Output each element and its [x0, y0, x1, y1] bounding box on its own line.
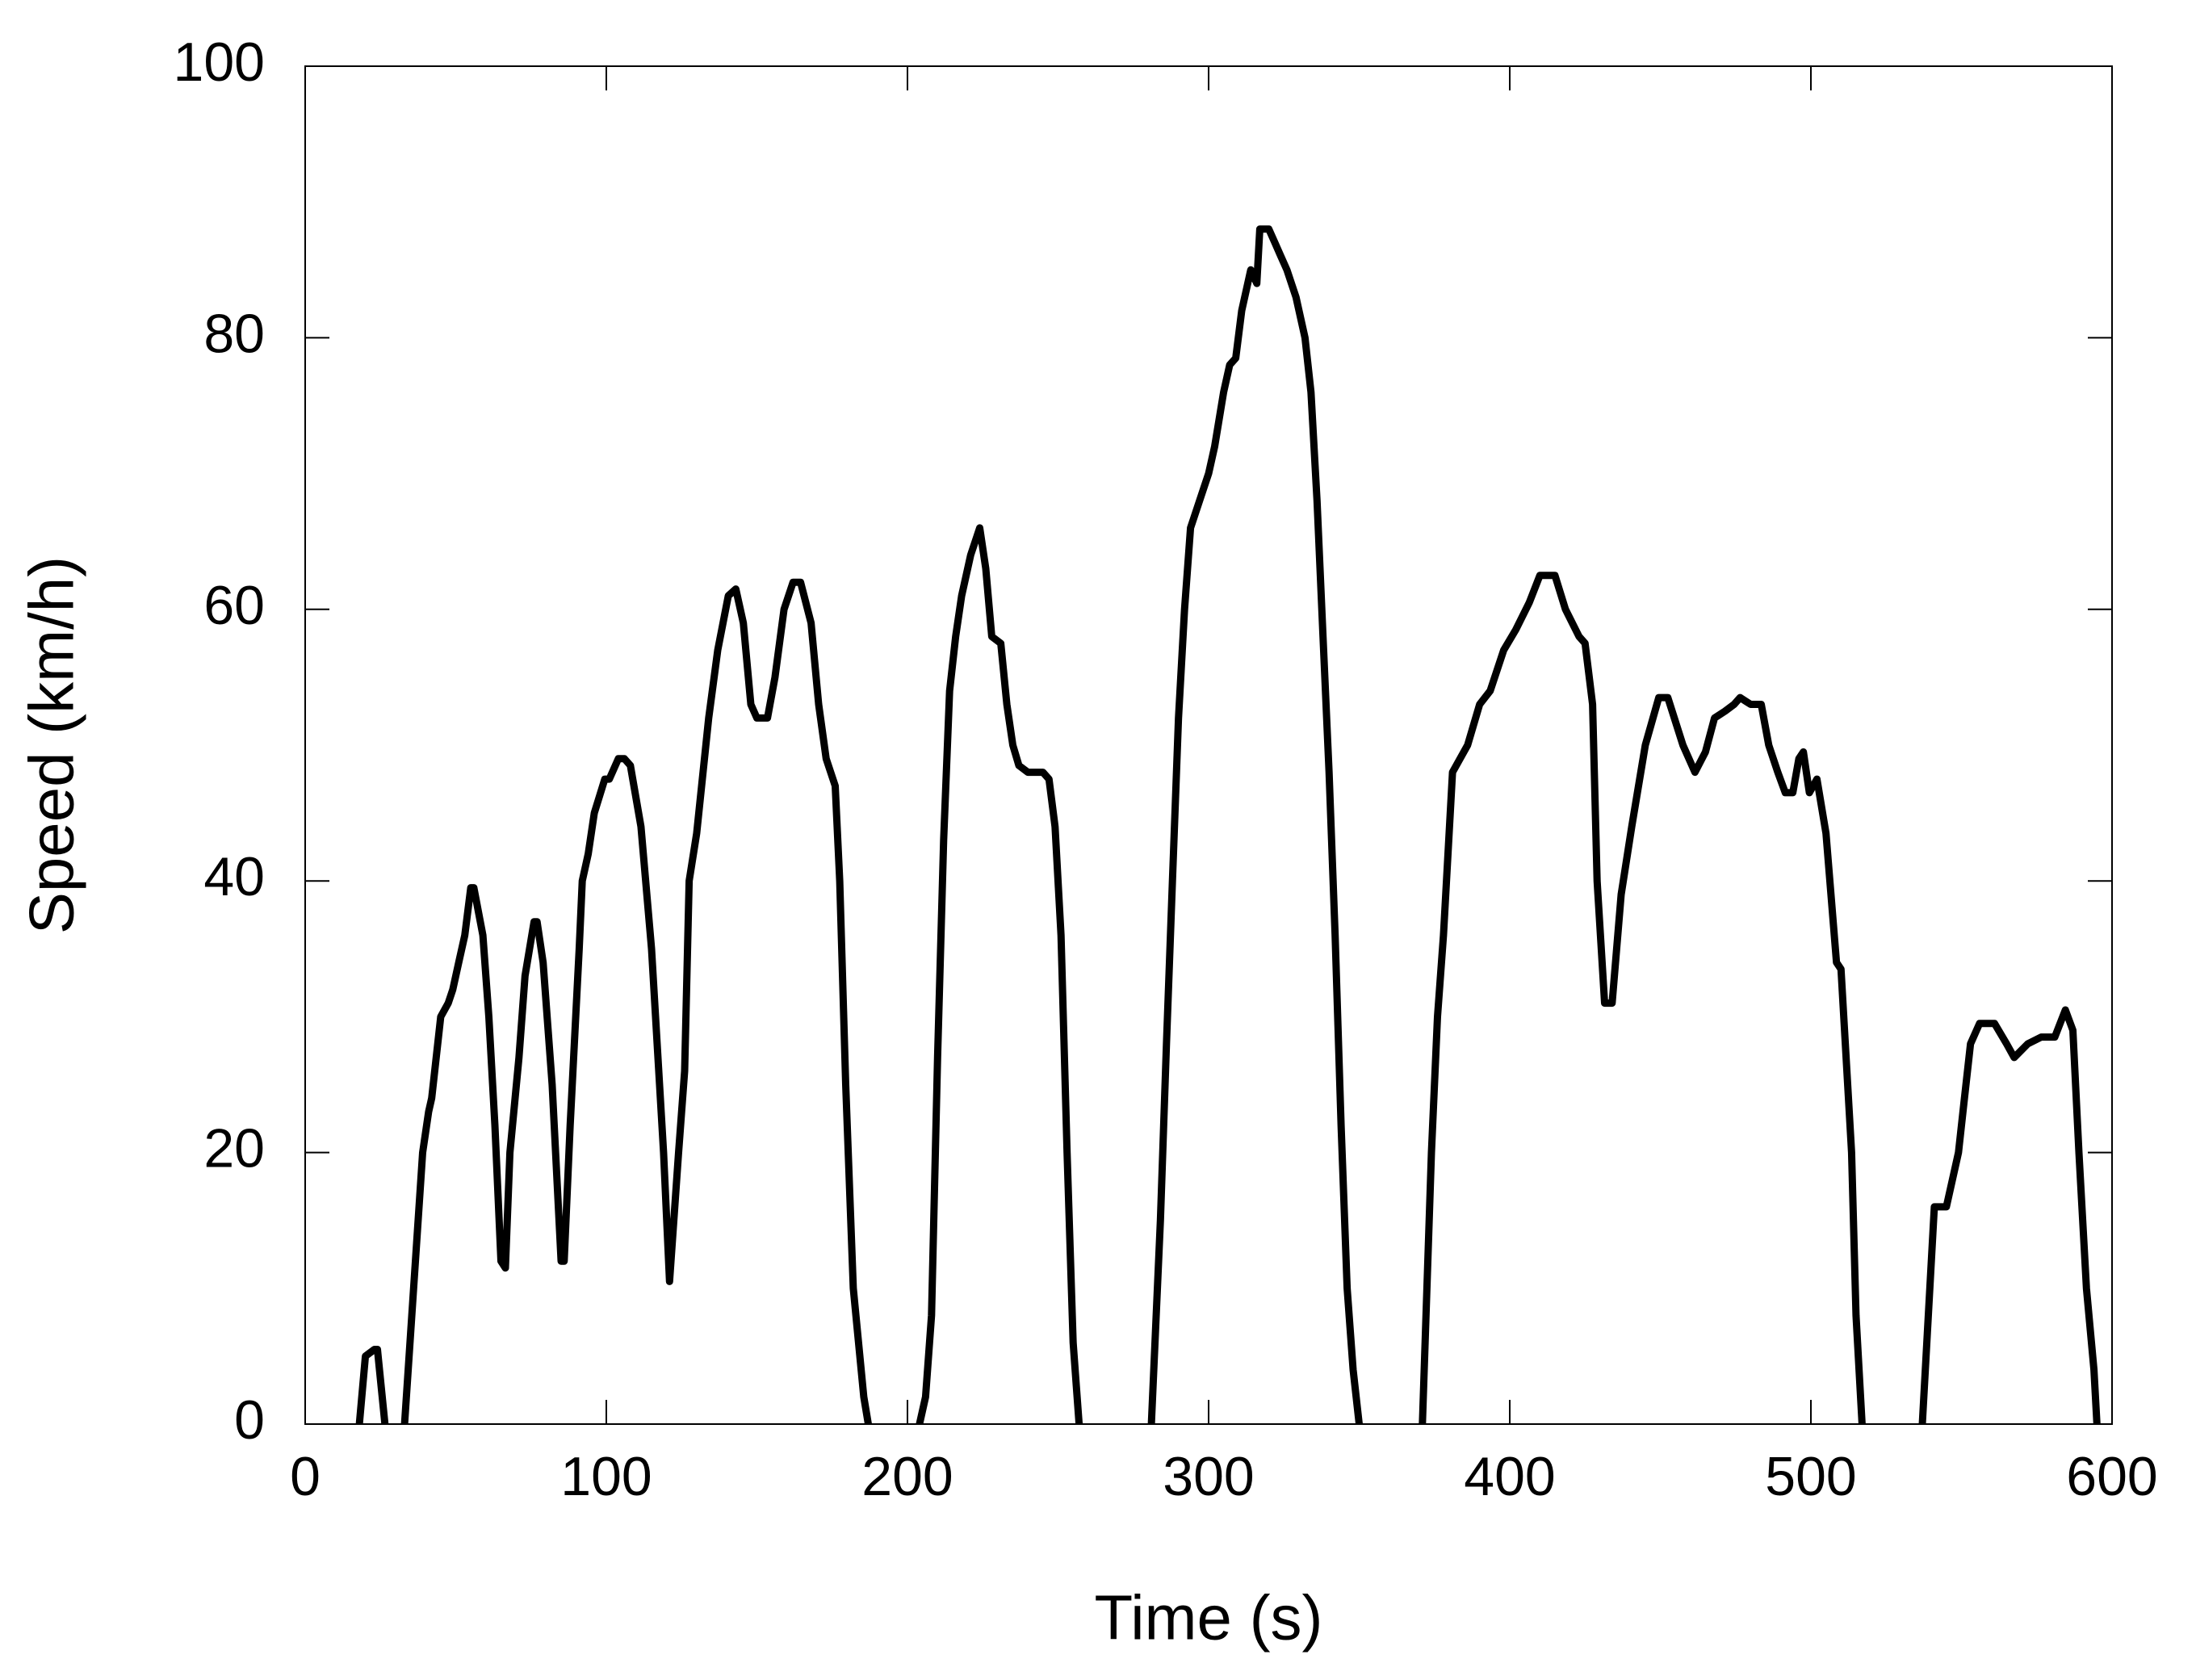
- x-tick-label: 100: [560, 1446, 652, 1507]
- y-tick-label: 80: [203, 303, 265, 364]
- y-tick-label: 100: [174, 31, 265, 93]
- x-tick-label: 600: [2066, 1446, 2157, 1507]
- x-tick-label: 0: [290, 1446, 321, 1507]
- x-tick-label: 400: [1464, 1446, 1555, 1507]
- x-tick-label: 500: [1765, 1446, 1856, 1507]
- x-tick-label: 200: [861, 1446, 953, 1507]
- y-tick-label: 40: [203, 846, 265, 907]
- x-tick-label: 300: [1163, 1446, 1254, 1507]
- speed-line: [355, 225, 2101, 1425]
- y-tick-label: 0: [234, 1389, 265, 1451]
- y-tick-label: 20: [203, 1118, 265, 1179]
- plot-frame: [304, 65, 2113, 1425]
- x-axis-label: Time (s): [1094, 1582, 1322, 1653]
- y-tick-label: 60: [203, 575, 265, 636]
- y-axis-label: Speed (km/h): [16, 556, 87, 934]
